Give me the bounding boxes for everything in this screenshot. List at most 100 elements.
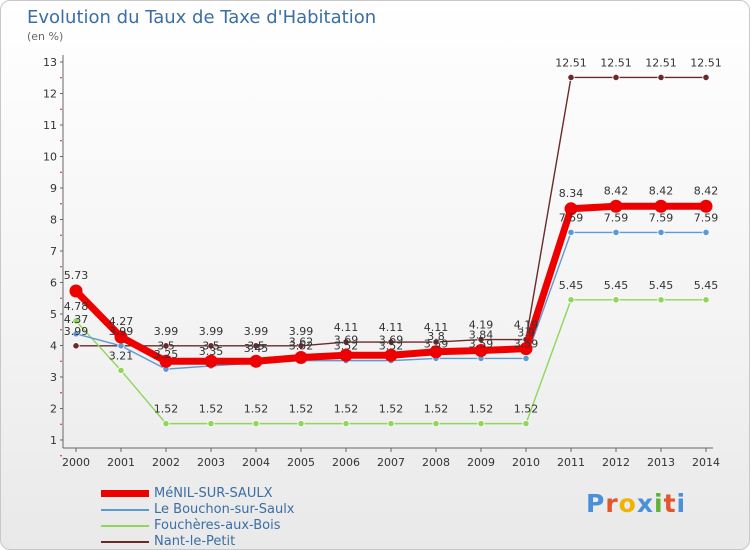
logo-letter: i — [676, 489, 687, 518]
data-label: 1.52 — [244, 403, 269, 416]
data-point — [702, 73, 710, 82]
data-point — [294, 350, 308, 364]
y-tick-label: 2 — [50, 403, 57, 416]
data-point — [609, 199, 623, 213]
x-tick-label: 2006 — [332, 456, 360, 469]
logo-letter: x — [636, 489, 654, 518]
legend-swatch — [101, 490, 149, 497]
data-point — [567, 73, 575, 82]
data-label: 3.99 — [154, 325, 179, 338]
data-point — [159, 354, 173, 368]
data-point — [522, 354, 530, 363]
y-tick-label: 1 — [50, 434, 57, 447]
x-tick-label: 2008 — [422, 456, 450, 469]
data-point — [564, 202, 578, 216]
data-point — [207, 342, 215, 350]
data-label: 12.51 — [645, 56, 677, 69]
data-label: 3.84 — [469, 329, 494, 342]
data-label: 12.51 — [690, 56, 722, 69]
data-label: 4.11 — [424, 321, 449, 334]
y-tick-label: 7 — [50, 245, 57, 258]
data-label: 3.5 — [202, 339, 220, 352]
data-point — [657, 73, 665, 82]
data-label: 1.52 — [469, 403, 494, 416]
data-label: 4.27 — [109, 315, 134, 328]
data-point — [342, 338, 350, 346]
data-label: 5.45 — [694, 279, 719, 292]
data-label: 3.62 — [289, 335, 314, 348]
data-point — [612, 73, 620, 82]
data-point — [252, 420, 260, 428]
legend-swatch — [101, 525, 149, 527]
data-point — [249, 354, 263, 368]
x-tick-label: 2005 — [287, 456, 315, 469]
data-point — [702, 296, 710, 304]
data-point — [519, 342, 533, 356]
data-label: 8.42 — [604, 184, 629, 197]
x-tick-label: 2012 — [602, 456, 630, 469]
data-point — [477, 420, 485, 428]
data-label: 3.69 — [379, 333, 404, 346]
data-label: 3.8 — [427, 330, 445, 343]
data-label: 7.59 — [649, 211, 674, 224]
data-point — [657, 296, 665, 304]
data-point — [612, 228, 620, 237]
data-label: 1.52 — [514, 403, 539, 416]
data-label: 5.45 — [604, 279, 629, 292]
y-tick-label: 8 — [50, 214, 57, 227]
legend-label: Nant-le-Petit — [154, 534, 236, 549]
data-label: 4.11 — [379, 321, 404, 334]
y-tick-label: 4 — [50, 340, 57, 353]
logo-letter: t — [663, 489, 677, 518]
y-tick-label: 11 — [43, 119, 57, 132]
data-label: 4.11 — [334, 321, 359, 334]
data-point — [699, 199, 713, 213]
data-label: 3.99 — [64, 325, 89, 338]
data-point — [297, 420, 305, 428]
data-point — [252, 342, 260, 350]
data-point — [117, 366, 125, 374]
data-label: 3.45 — [244, 342, 269, 355]
data-label: 1.52 — [154, 403, 179, 416]
x-tick-label: 2009 — [467, 456, 495, 469]
data-label: 5.45 — [559, 279, 584, 292]
data-label: 1.52 — [334, 403, 359, 416]
data-point — [72, 317, 80, 325]
x-tick-label: 2004 — [242, 456, 270, 469]
legend-swatch — [101, 509, 149, 511]
logo-letter: o — [618, 489, 637, 518]
data-point — [207, 420, 215, 428]
data-point — [702, 228, 710, 237]
data-label: 3.59 — [469, 337, 494, 350]
y-tick-label: 10 — [43, 151, 57, 164]
data-point — [72, 342, 80, 350]
y-tick-label: 3 — [50, 371, 57, 384]
data-point — [297, 342, 305, 350]
data-point — [162, 420, 170, 428]
data-point — [522, 420, 530, 428]
x-tick-label: 2001 — [107, 456, 135, 469]
data-point — [384, 348, 398, 362]
data-label: 8.42 — [694, 184, 719, 197]
legend-label: MéNIL-SUR-SAULX — [154, 486, 273, 501]
data-point — [657, 228, 665, 237]
data-point — [342, 420, 350, 428]
data-label: 3.52 — [289, 340, 314, 353]
data-point — [387, 420, 395, 428]
x-tick-label: 2013 — [647, 456, 675, 469]
y-tick-label: 9 — [50, 182, 57, 195]
data-point — [654, 199, 668, 213]
chart-subtitle: (en %) — [27, 30, 64, 43]
data-label: 7.59 — [559, 211, 584, 224]
data-point — [432, 338, 440, 346]
data-point — [432, 420, 440, 428]
data-label: 4.19 — [469, 319, 494, 332]
proxiti-logo: Proxiti — [586, 489, 686, 518]
data-label: 7.59 — [694, 211, 719, 224]
data-label: 3.9 — [517, 327, 535, 340]
data-label: 3.59 — [514, 337, 539, 350]
data-point — [114, 330, 128, 344]
data-point — [567, 296, 575, 304]
data-label: 3.25 — [154, 348, 179, 361]
